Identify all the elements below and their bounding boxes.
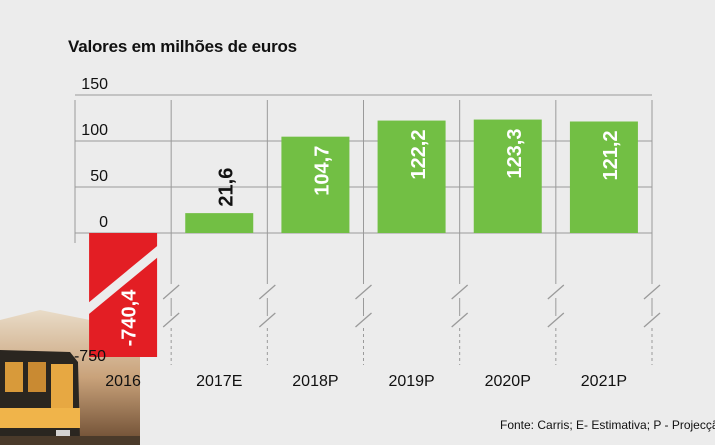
value-label: 21,6 xyxy=(216,168,238,207)
value-label: 122,2 xyxy=(408,130,430,180)
grid xyxy=(74,94,661,365)
axis-break-mark xyxy=(451,312,469,328)
source-note: Fonte: Carris; E- Estimativa; P - Projec… xyxy=(500,418,715,432)
value-label: -740,4 xyxy=(118,289,140,347)
axis-break-mark xyxy=(451,284,469,300)
axis-break-mark xyxy=(643,284,661,300)
axis-break-mark xyxy=(547,312,565,328)
axis-break-mark xyxy=(643,312,661,328)
x-tick-label: 2021P xyxy=(581,373,627,390)
value-labels: -740,4 21,6 104,7 122,2 123,3 121,2 xyxy=(118,129,622,347)
bar-break-mark xyxy=(80,243,166,317)
axis-break-mark xyxy=(258,284,276,300)
y-tick-label: 100 xyxy=(81,122,108,139)
y-tick-label: -750 xyxy=(74,348,106,365)
chart-title: Valores em milhões de euros xyxy=(68,37,297,56)
value-label: 121,2 xyxy=(600,130,622,180)
x-tick-label: 2019P xyxy=(388,373,434,390)
y-tick-label: 50 xyxy=(90,168,108,185)
x-tick-label: 2018P xyxy=(292,373,338,390)
bar-2019P xyxy=(377,120,446,233)
bar-2017E xyxy=(185,213,254,233)
axis-break-mark xyxy=(258,312,276,328)
x-tick-label: 2020P xyxy=(485,373,531,390)
y-tick-label: 0 xyxy=(99,214,108,231)
value-label: 123,3 xyxy=(504,129,526,179)
axis-break-mark xyxy=(162,312,180,328)
axis-break-mark xyxy=(355,312,372,328)
axis-break-mark xyxy=(162,284,180,300)
y-tick-label: 150 xyxy=(81,76,108,93)
y-axis-ticks: 150 100 50 0 -750 xyxy=(74,76,108,365)
value-label: 104,7 xyxy=(312,146,334,196)
bars xyxy=(80,119,638,357)
bar-2021P xyxy=(569,121,638,233)
axis-break-mark xyxy=(355,284,372,300)
x-axis-labels: 2016 2017E 2018P 2019P 2020P 2021P xyxy=(105,373,627,390)
bar-2018P xyxy=(281,136,350,233)
x-tick-label: 2017E xyxy=(196,373,242,390)
bar-2020P xyxy=(473,119,542,233)
axis-break-mark xyxy=(547,284,565,300)
x-tick-label: 2016 xyxy=(105,373,141,390)
